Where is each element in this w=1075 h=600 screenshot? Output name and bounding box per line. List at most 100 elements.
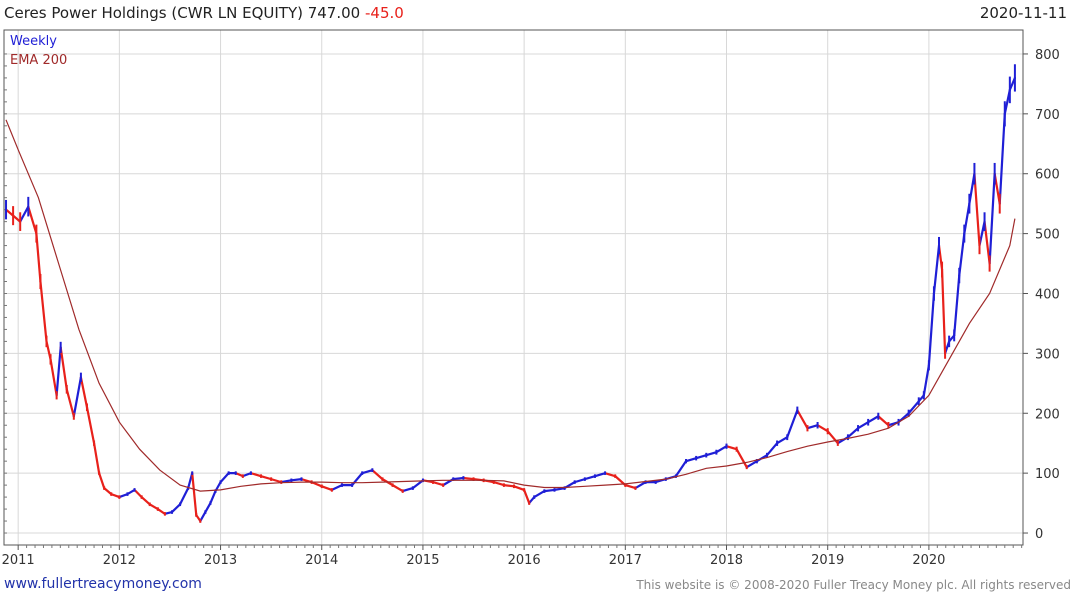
y-tick-label: 300 [1035,347,1060,362]
price-segment [553,487,566,492]
x-tick-label: 2011 [2,553,35,568]
price-segment [907,400,920,415]
price-segment [593,472,607,478]
y-tick-label: 100 [1035,467,1060,482]
price-segment [523,488,531,505]
y-tick-label: 400 [1035,287,1060,302]
price-segment [290,478,303,482]
price-segment [330,484,344,492]
price-segment [65,388,75,418]
price-segment [573,478,586,484]
price-segment [98,472,106,490]
price-segment [725,445,738,451]
x-tick-label: 2020 [912,553,945,568]
price-segment [846,427,860,439]
price-segment [140,495,151,506]
price-segment [462,476,475,481]
price-segment [79,376,89,409]
price-segment [361,469,374,475]
price-segment [92,442,101,475]
price-segment [927,292,936,367]
price-segment [249,472,263,478]
price-segment [219,472,230,484]
price-segment [209,490,217,505]
x-tick-label: 2016 [508,553,541,568]
price-segment [320,485,333,492]
price-segment [12,214,22,223]
plot-frame [3,29,1024,546]
price-segment [634,481,647,490]
price-segment [133,488,143,499]
price-segment [543,488,556,493]
title-text: Ceres Power Holdings (CWR LN EQUITY) 747… [4,4,361,22]
price-segment [603,472,617,478]
price-segment [583,475,597,481]
legend-ema: EMA 200 [10,53,67,68]
ema-line [5,119,1016,492]
price-segment [280,479,293,484]
price-segment [502,484,516,488]
chart-date: 2020-11-11 [979,4,1067,22]
price-segment [695,454,708,460]
price-segment [715,445,728,454]
series [4,64,1017,523]
price-segment [148,503,159,511]
price-segment [55,346,62,397]
price-segment [191,472,198,517]
price-segment [110,492,121,499]
y-tick-label: 700 [1035,108,1060,123]
price-segment [973,172,981,247]
price-segment [234,472,244,478]
price-segment [998,112,1006,205]
price-segment [39,280,48,343]
price-segment [826,430,839,445]
price-segment [816,424,829,433]
price-segment [170,503,182,514]
price-segment [270,478,283,484]
price-segment [806,424,819,430]
price-segment [533,490,546,499]
price-segment [776,436,789,445]
price-segment [118,492,129,499]
chart-title: Ceres Power Holdings (CWR LN EQUITY) 747… [4,4,404,22]
y-tick-label: 0 [1035,527,1043,542]
site-link[interactable]: www.fullertreacymoney.com [4,576,202,592]
price-segment [624,484,637,490]
price-segment [27,205,38,235]
price-segment [765,442,779,457]
price-segment [512,485,526,492]
price-segment [988,172,996,265]
x-tick-label: 2014 [305,553,338,568]
price-segment [786,409,799,439]
price-segment [19,205,30,223]
price-segment [705,451,718,457]
price-segment [371,469,384,481]
price-segment [492,481,505,487]
price-segment [674,460,688,478]
x-tick-label: 2013 [204,553,237,568]
price-segment [163,510,174,515]
price-segment [940,268,947,355]
price-segment [103,487,113,496]
y-tick-label: 800 [1035,48,1060,63]
x-tick-label: 2015 [406,553,439,568]
price-segment [452,476,465,481]
price-segment [4,208,15,217]
price-segment [59,346,68,391]
legend: Weekly EMA 200 [10,34,67,68]
price-segment [241,472,253,478]
price-change: -45.0 [365,4,404,22]
price-segment [391,484,404,493]
price-segment [178,487,190,506]
price-segment [85,406,96,445]
price-segment [411,479,425,490]
x-tick-label: 2017 [609,553,642,568]
price-segment [745,460,758,469]
price-segment [259,475,273,481]
price-segment [310,481,323,488]
price-segment [735,448,748,469]
price-segment [72,376,83,418]
copyright-text: This website is © 2008-2020 Fuller Treac… [636,578,1071,592]
price-segment [156,507,166,515]
